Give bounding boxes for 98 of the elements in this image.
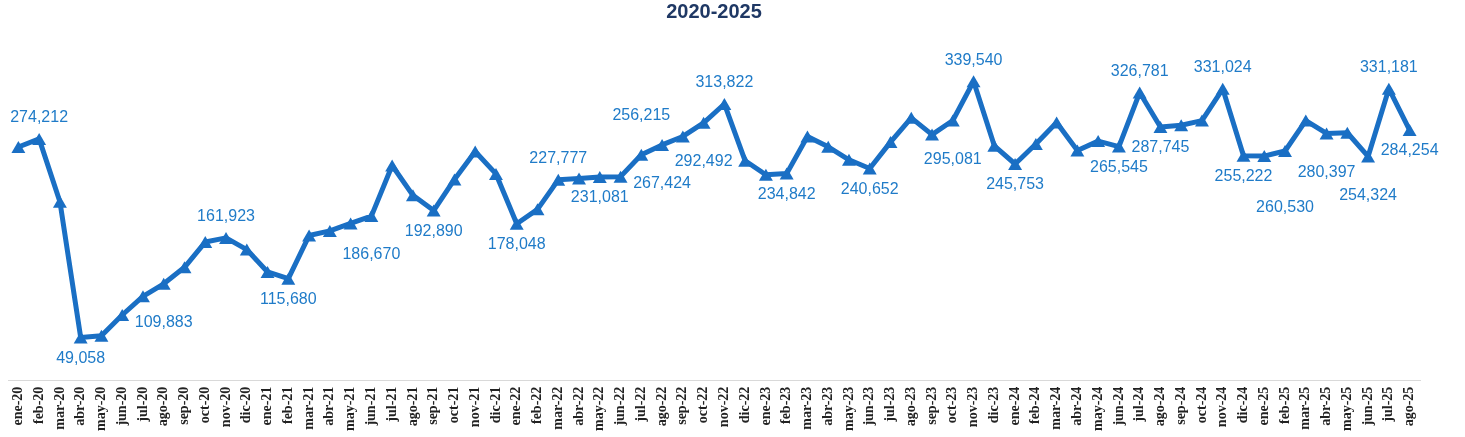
data-label: 326,781 xyxy=(1110,61,1169,79)
x-tick-label: nov-20 xyxy=(217,386,233,428)
data-label: 287,745 xyxy=(1131,138,1190,156)
x-tick-label: jun-21 xyxy=(362,386,378,427)
x-tick-label: ago-25 xyxy=(1401,386,1417,427)
x-tick-label: oct-23 xyxy=(944,386,960,424)
x-tick-label: feb-25 xyxy=(1276,386,1292,424)
x-tick-label: jul-25 xyxy=(1380,386,1396,423)
x-tick-label: feb-20 xyxy=(30,386,46,424)
x-tick-label: jul-21 xyxy=(383,386,399,423)
x-tick-label: jul-20 xyxy=(134,386,150,423)
data-label: 256,215 xyxy=(612,106,671,124)
data-label: 284,254 xyxy=(1380,141,1439,159)
x-tick-label: abr-21 xyxy=(321,386,337,426)
x-tick-label: ene-25 xyxy=(1255,386,1271,426)
x-tick-label: ene-21 xyxy=(259,386,275,426)
data-label: 280,397 xyxy=(1297,162,1356,180)
data-label: 161,923 xyxy=(197,207,256,225)
x-tick-label: ene-23 xyxy=(757,386,773,426)
data-label: 49,058 xyxy=(56,348,106,366)
x-tick-label: may-24 xyxy=(1089,386,1105,431)
data-label: 331,024 xyxy=(1193,58,1252,76)
x-tick-label: mar-23 xyxy=(799,386,815,430)
x-tick-label: dic-24 xyxy=(1235,386,1251,424)
x-tick-label: jun-20 xyxy=(113,386,129,427)
x-tick-label: ago-23 xyxy=(902,386,918,427)
x-tick-label: ago-22 xyxy=(653,386,669,427)
x-tick-label: nov-23 xyxy=(965,386,981,428)
x-tick-label: sep-21 xyxy=(425,386,441,425)
x-tick-label: feb-21 xyxy=(279,386,295,424)
x-tick-label: jun-23 xyxy=(861,386,877,427)
x-tick-label: nov-24 xyxy=(1214,386,1230,428)
data-label: 231,081 xyxy=(570,188,629,206)
x-tick-label: dic-23 xyxy=(985,386,1001,424)
x-tick-label: nov-21 xyxy=(466,386,482,428)
x-tick-label: oct-24 xyxy=(1193,386,1209,424)
x-tick-label: mar-20 xyxy=(51,386,67,430)
data-label: 234,842 xyxy=(757,185,816,203)
x-tick-label: mar-22 xyxy=(549,386,565,430)
data-label: 245,753 xyxy=(986,175,1045,193)
x-tick-label: ago-24 xyxy=(1152,386,1168,427)
chart-title: 2020-2025 xyxy=(666,0,762,22)
x-tick-label: ene-20 xyxy=(9,386,25,426)
x-tick-label: ene-24 xyxy=(1006,386,1022,426)
x-tick-label: may-20 xyxy=(93,386,109,431)
x-tick-label: may-22 xyxy=(591,386,607,431)
x-tick-label: feb-24 xyxy=(1027,386,1043,424)
data-label: 267,424 xyxy=(633,174,692,192)
data-label: 227,777 xyxy=(529,149,588,167)
x-tick-label: nov-22 xyxy=(715,386,731,428)
x-tick-label: dic-22 xyxy=(736,386,752,424)
data-label: 331,181 xyxy=(1359,58,1418,76)
x-tick-label: abr-25 xyxy=(1318,386,1334,426)
data-label: 265,545 xyxy=(1089,157,1148,175)
x-tick-label: may-23 xyxy=(840,386,856,431)
x-tick-label: sep-22 xyxy=(674,386,690,425)
x-tick-label: jun-25 xyxy=(1359,386,1375,427)
data-label: 192,890 xyxy=(404,222,463,240)
x-tick-label: ago-20 xyxy=(155,386,171,427)
x-tick-label: sep-24 xyxy=(1172,386,1188,425)
data-label: 109,883 xyxy=(134,313,193,331)
data-label: 255,222 xyxy=(1214,167,1273,185)
data-label: 295,081 xyxy=(923,149,982,167)
x-tick-label: feb-23 xyxy=(778,386,794,424)
x-tick-label: abr-24 xyxy=(1068,386,1084,426)
x-tick-label: ago-21 xyxy=(404,386,420,427)
x-tick-label: dic-21 xyxy=(487,386,503,424)
x-tick-label: feb-22 xyxy=(529,386,545,424)
x-tick-label: may-25 xyxy=(1338,386,1354,431)
x-tick-label: mar-24 xyxy=(1048,386,1064,430)
x-tick-label: jul-24 xyxy=(1131,386,1147,423)
x-tick-label: oct-20 xyxy=(196,386,212,424)
x-tick-label: may-21 xyxy=(342,386,358,431)
x-tick-label: ene-22 xyxy=(508,386,524,426)
x-tick-label: oct-21 xyxy=(446,386,462,424)
x-tick-label: abr-22 xyxy=(570,386,586,426)
data-label: 240,652 xyxy=(840,179,899,197)
x-tick-label: mar-21 xyxy=(300,386,316,430)
data-label: 292,492 xyxy=(674,152,733,170)
x-tick-label: jul-23 xyxy=(882,386,898,423)
x-tick-label: sep-20 xyxy=(176,386,192,425)
data-label: 313,822 xyxy=(695,73,754,91)
data-label: 115,680 xyxy=(260,290,317,308)
x-tick-label: mar-25 xyxy=(1297,386,1313,430)
x-tick-label: abr-23 xyxy=(819,386,835,426)
data-label: 186,670 xyxy=(342,245,401,263)
x-tick-label: sep-23 xyxy=(923,386,939,425)
data-label: 274,212 xyxy=(10,108,69,126)
x-tick-label: jul-22 xyxy=(632,386,648,423)
x-tick-label: dic-20 xyxy=(238,386,254,424)
data-label: 178,048 xyxy=(487,235,546,253)
x-tick-label: jun-24 xyxy=(1110,386,1126,427)
data-label: 339,540 xyxy=(944,50,1003,68)
x-tick-label: oct-22 xyxy=(695,386,711,424)
x-tick-label: abr-20 xyxy=(72,386,88,426)
data-label: 260,530 xyxy=(1256,198,1315,216)
data-label: 254,324 xyxy=(1339,185,1398,203)
x-tick-label: jun-22 xyxy=(612,386,628,427)
